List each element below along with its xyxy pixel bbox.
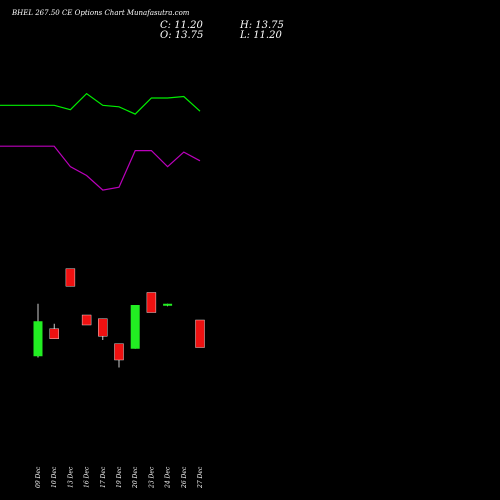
x-tick-label: 20 Dec [132, 466, 139, 489]
series-line-1 [0, 92, 201, 115]
candle-body [195, 319, 205, 348]
candle-body [65, 268, 76, 287]
x-tick-label: 17 Dec [100, 466, 107, 488]
x-tick-label: 23 Dec [148, 466, 155, 489]
x-tick-label: 09 Dec [35, 466, 42, 488]
x-tick-label: 19 Dec [116, 466, 123, 488]
chart-title: BHEL 267.50 CE Options Chart Munafasutra… [12, 9, 190, 17]
close-value: C: 11.20 [160, 20, 203, 31]
open-value: O: 13.75 [160, 30, 204, 41]
x-tick-label: 16 Dec [84, 466, 91, 488]
candle-body [114, 343, 124, 361]
x-tick-label: 26 Dec [181, 466, 188, 489]
candle-body [33, 321, 43, 357]
candle-body [49, 328, 59, 339]
series-line-2 [0, 145, 201, 191]
x-tick-label: 13 Dec [67, 466, 74, 488]
x-tick-label: 27 Dec [197, 466, 204, 489]
high-value: H: 13.75 [240, 20, 284, 31]
x-tick-label: 24 Dec [165, 466, 172, 489]
candle-body [98, 318, 108, 337]
x-tick-label: 10 Dec [51, 466, 58, 488]
candle-body [146, 292, 157, 313]
candle-body [163, 303, 173, 306]
candle-body [130, 305, 140, 349]
low-value: L: 11.20 [240, 30, 282, 41]
candle-body [81, 314, 92, 326]
